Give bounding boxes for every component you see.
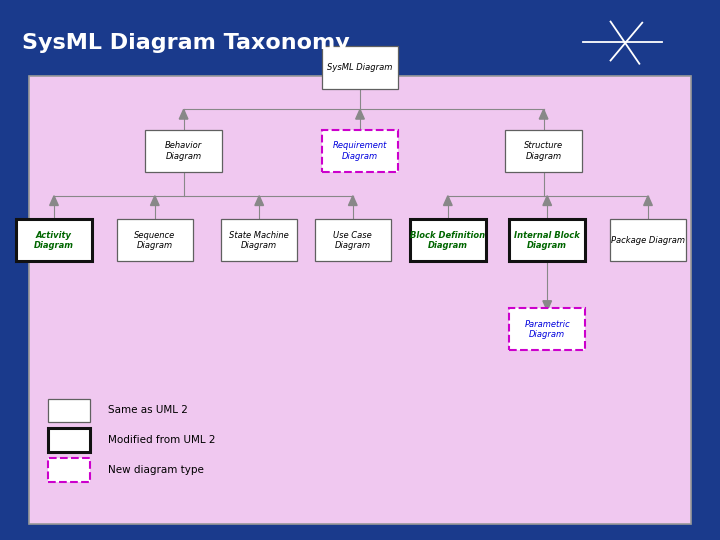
Polygon shape [179, 109, 188, 119]
FancyBboxPatch shape [610, 219, 686, 261]
Polygon shape [543, 195, 552, 206]
FancyBboxPatch shape [29, 76, 691, 524]
FancyBboxPatch shape [221, 219, 297, 261]
FancyBboxPatch shape [322, 46, 398, 89]
FancyBboxPatch shape [48, 428, 90, 452]
Text: New diagram type: New diagram type [108, 465, 204, 475]
Polygon shape [644, 195, 652, 206]
Text: SysML Diagram: SysML Diagram [328, 63, 392, 72]
FancyBboxPatch shape [16, 219, 92, 261]
FancyBboxPatch shape [145, 130, 222, 172]
Text: Parametric
Diagram: Parametric Diagram [524, 320, 570, 339]
Polygon shape [50, 195, 58, 206]
Polygon shape [444, 195, 452, 206]
FancyBboxPatch shape [509, 308, 585, 350]
FancyBboxPatch shape [410, 219, 486, 261]
Text: Use Case
Diagram: Use Case Diagram [333, 231, 372, 250]
Polygon shape [539, 109, 548, 119]
Text: Structure
Diagram: Structure Diagram [524, 141, 563, 161]
Text: State Machine
Diagram: State Machine Diagram [230, 231, 289, 250]
Text: Requirement
Diagram: Requirement Diagram [333, 141, 387, 161]
FancyBboxPatch shape [315, 219, 391, 261]
FancyBboxPatch shape [509, 219, 585, 261]
FancyBboxPatch shape [48, 458, 90, 482]
FancyBboxPatch shape [505, 130, 582, 172]
Text: Modified from UML 2: Modified from UML 2 [108, 435, 215, 445]
Polygon shape [150, 195, 159, 206]
Polygon shape [255, 195, 264, 206]
Text: Package Diagram: Package Diagram [611, 236, 685, 245]
Text: Same as UML 2: Same as UML 2 [108, 406, 188, 415]
Text: Block Definition
Diagram: Block Definition Diagram [410, 231, 485, 250]
FancyBboxPatch shape [322, 130, 398, 172]
FancyBboxPatch shape [48, 399, 90, 422]
Polygon shape [543, 301, 552, 310]
Text: Internal Block
Diagram: Internal Block Diagram [514, 231, 580, 250]
Text: Behavior
Diagram: Behavior Diagram [165, 141, 202, 161]
Polygon shape [356, 109, 364, 119]
Text: Activity
Diagram: Activity Diagram [34, 231, 74, 250]
Text: SysML Diagram Taxonomy: SysML Diagram Taxonomy [22, 33, 349, 53]
FancyBboxPatch shape [117, 219, 193, 261]
Text: Sequence
Diagram: Sequence Diagram [134, 231, 176, 250]
Polygon shape [348, 195, 357, 206]
